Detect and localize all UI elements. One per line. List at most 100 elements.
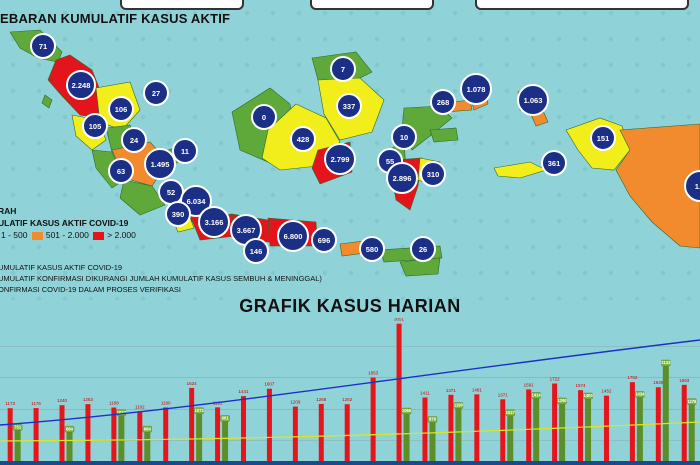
bar-label: 664: [144, 426, 152, 431]
bar-label: 1188: [109, 401, 119, 406]
bar-label: 1262: [342, 397, 353, 402]
case-badge-aceh: 71: [30, 33, 56, 59]
bar-label: 1693: [679, 378, 690, 383]
bar-label-box: [12, 424, 23, 431]
bar-label: 1190: [454, 403, 464, 408]
bar-daily: [526, 389, 532, 465]
case-badge-banten: 390: [165, 201, 191, 227]
bar-label: 1102: [135, 404, 145, 409]
bar-label: 901: [222, 416, 230, 421]
bar-recovered: [66, 431, 73, 465]
case-badge-jatim: 6.800: [277, 220, 309, 252]
bar-label: 1481: [472, 387, 483, 392]
bar-label: 1027: [506, 410, 516, 415]
bar-daily: [266, 388, 272, 465]
top-card: [120, 0, 244, 10]
bar-label: 1441: [238, 389, 249, 394]
map-legend: RAH ULATIF KASUS AKTIF COVID-19 1 - 500 …: [0, 205, 136, 241]
bar-daily: [241, 396, 246, 465]
bar-label: 1639: [653, 380, 664, 385]
bar-recovered: [585, 398, 592, 465]
bar-label-box: [687, 398, 697, 405]
case-badge-sumsel: 1.495: [144, 148, 176, 180]
region-mentawai: [41, 94, 53, 109]
bar-label: 1209: [290, 400, 301, 405]
bar-label-box: [453, 402, 464, 409]
bar-daily: [474, 394, 480, 465]
region-sulteng-east: [429, 127, 459, 143]
bar-recovered: [688, 403, 695, 465]
bar-label: 1173: [5, 401, 15, 406]
bar-label: 1722: [550, 377, 561, 382]
map-title: EBARAN KUMULATIF KASUS AKTIF: [0, 11, 231, 26]
case-badge-riau: 106: [108, 96, 134, 122]
bar-daily: [33, 408, 39, 465]
bar-recovered: [662, 365, 669, 465]
bar-recovered: [559, 402, 566, 465]
bar-label-box: [557, 397, 567, 405]
bar-label: 1268: [316, 397, 327, 402]
bar-recovered: [636, 396, 643, 465]
case-badge-sulsel: 2.896: [386, 162, 418, 194]
bar-label: 1574: [576, 383, 587, 388]
bar-label: 1066: [402, 408, 412, 413]
region-papua: [615, 123, 700, 249]
region-maluku: [493, 161, 547, 179]
case-badge-gorontalo: 268: [430, 89, 456, 115]
case-badge-kalut: 7: [330, 56, 356, 82]
cumulative-line: [0, 339, 700, 426]
bar-daily: [655, 387, 661, 465]
bar-daily: [603, 395, 609, 465]
case-badge-sultra: 310: [420, 161, 446, 187]
bar-label-box: [142, 425, 152, 433]
bar-daily: [189, 387, 195, 465]
case-badge-kalteng: 428: [290, 126, 316, 152]
bar-label: 1371: [498, 392, 509, 397]
bar-label: 2133: [661, 360, 671, 365]
bar-label: 1400: [583, 393, 593, 398]
case-badge-ntt: 26: [410, 236, 436, 262]
bar-label: 1452: [601, 389, 612, 394]
baseline: [0, 461, 700, 465]
bar-recovered: [533, 397, 540, 465]
case-badge-maluku: 361: [541, 150, 567, 176]
bar-label: 1471: [446, 388, 457, 393]
bar-label: 1607: [264, 382, 275, 387]
bar-label: 1853: [368, 371, 379, 376]
bar-daily: [396, 323, 402, 465]
case-badge-kalbar: 0: [251, 104, 277, 130]
bar-daily: [629, 382, 635, 465]
bar-daily: [292, 406, 298, 465]
bar-label-box: [427, 416, 438, 423]
bar-daily: [215, 407, 221, 465]
note-line: ONFIRMASI COVID-19 DALAM PROSES VERIFIKA…: [0, 285, 181, 294]
case-badge-bali: 696: [311, 227, 337, 253]
bar-label: 1434: [635, 392, 645, 397]
case-badge-sumbar: 105: [82, 113, 108, 139]
bar-label: 1027: [117, 410, 127, 415]
map-notes: UMULATIF KASUS AKTIF COVID-19 UMULATIF K…: [0, 262, 322, 295]
daily-cases-chart: 1173 751 1176 1240 664 1263 1188 1027 1102 664 119…: [0, 318, 700, 465]
chart-title: GRAFIK KASUS HARIAN: [239, 296, 461, 316]
bar-label: 878: [429, 417, 437, 422]
case-badge-kalsel: 2.799: [324, 143, 356, 175]
bar-label: 1290: [557, 398, 567, 403]
bar-daily: [163, 407, 169, 465]
bar-label: 1263: [83, 397, 94, 402]
note-line: UMULATIF KONFIRMASI DIKURANGI JUMLAH KUM…: [0, 274, 322, 283]
legend-label-high: > 2.000: [107, 230, 136, 240]
case-badge-kaltim: 337: [336, 93, 362, 119]
bar-label-box: [583, 392, 593, 400]
bar-daily: [552, 383, 558, 465]
case-badge-kepri: 27: [143, 80, 169, 106]
legend-swatch-orange: [31, 231, 43, 240]
bar-daily: [344, 404, 350, 465]
bar-label-box: [220, 415, 230, 422]
top-card: [475, 0, 689, 10]
bar-label-box: [635, 391, 645, 398]
bar-daily: [500, 399, 506, 465]
bar-recovered: [507, 414, 514, 465]
bar-daily: [111, 407, 117, 465]
bar-daily: [448, 394, 454, 465]
